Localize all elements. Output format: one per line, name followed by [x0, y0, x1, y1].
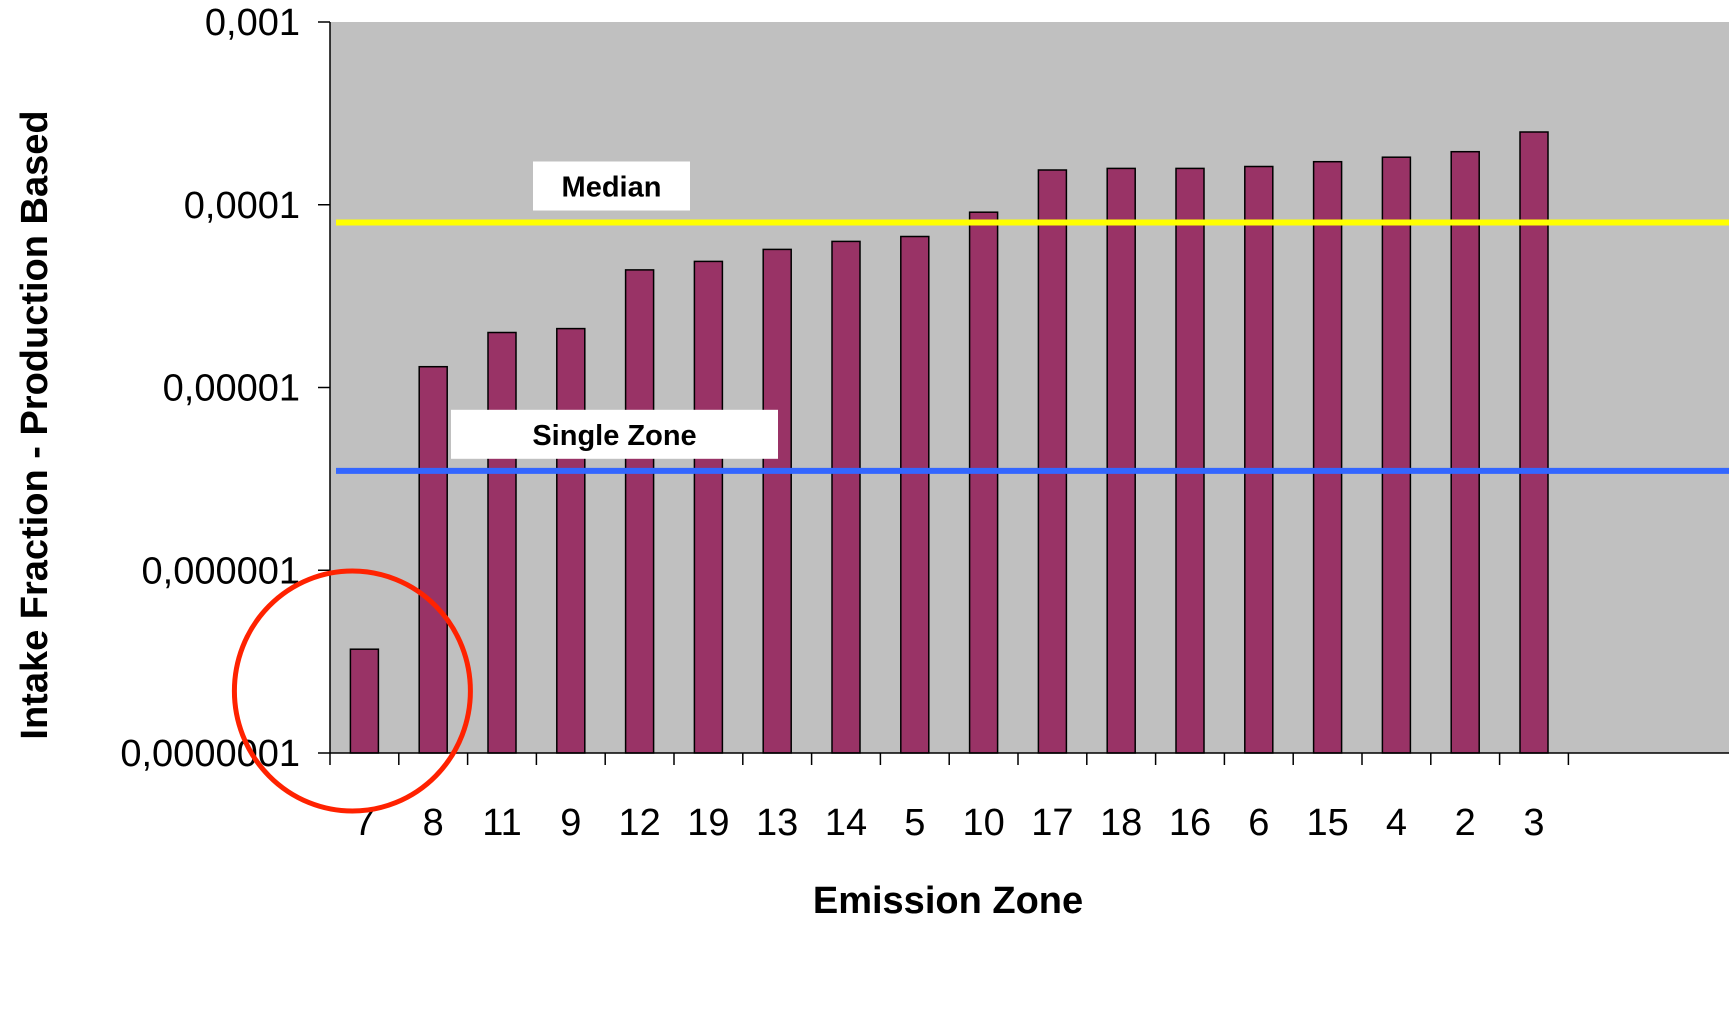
bar [831, 240, 861, 754]
reference-label-box [451, 409, 778, 459]
x-tick-label: 9 [560, 802, 581, 844]
reference-lines: Median Single Zone [336, 161, 1729, 474]
highlight-group [231, 568, 473, 814]
bar [1519, 131, 1549, 754]
x-tick-label: 16 [1169, 802, 1211, 844]
bar [762, 248, 792, 754]
x-axis-title: Emission Zone [813, 880, 1083, 922]
bar [1450, 150, 1480, 754]
x-tick-label: 17 [1031, 802, 1073, 844]
bar [1037, 169, 1068, 754]
reference-line-label: Median [562, 172, 662, 204]
x-tick-label: 19 [687, 802, 729, 844]
bar [1244, 165, 1274, 754]
x-tick-label: 11 [482, 802, 521, 844]
y-tick-label: 0,000001 [142, 550, 301, 592]
x-axis-ticks: 7 8 11 9 12 19 13 14 5 10 17 18 16 6 15 4 2 3 [329, 753, 1570, 844]
bar [1106, 167, 1136, 754]
bar [1175, 167, 1205, 754]
reference-label-box [533, 161, 690, 211]
bar [1312, 160, 1343, 754]
y-tick-label: 0,0000001 [120, 733, 300, 775]
bar [418, 365, 448, 754]
bar [968, 211, 999, 754]
x-tick-label: 10 [962, 802, 1004, 844]
x-tick-label: 4 [1386, 802, 1407, 844]
y-tick-label: 0,001 [205, 2, 300, 44]
x-tick-label: 6 [1248, 802, 1269, 844]
x-tick-label: 15 [1306, 802, 1348, 844]
y-axis-ticks: 0,001 0,0001 0,00001 0,000001 0,0000001 [120, 2, 330, 775]
x-tick-label: 18 [1100, 802, 1142, 844]
x-tick-label: 13 [756, 802, 798, 844]
x-tick-label: 5 [904, 802, 925, 844]
highlight-circle [231, 568, 473, 814]
y-tick-label: 0,0001 [184, 185, 300, 227]
y-axis-title: Intake Fraction - Production Based [14, 110, 56, 739]
bar [487, 331, 517, 754]
x-tick-label: 14 [825, 802, 867, 844]
bar [349, 648, 380, 754]
bar [556, 327, 586, 754]
y-tick-label: 0,00001 [163, 368, 300, 410]
x-tick-label: 3 [1523, 802, 1544, 844]
bar [693, 260, 724, 754]
reference-line-label: Single Zone [532, 420, 696, 452]
x-tick-label: 8 [423, 802, 444, 844]
bars-group [349, 131, 1549, 754]
x-tick-label: 12 [618, 802, 660, 844]
bar [900, 235, 930, 754]
bar [624, 269, 655, 754]
plot-area [330, 22, 1729, 753]
x-tick-label: 2 [1455, 802, 1476, 844]
bar [1381, 156, 1412, 754]
